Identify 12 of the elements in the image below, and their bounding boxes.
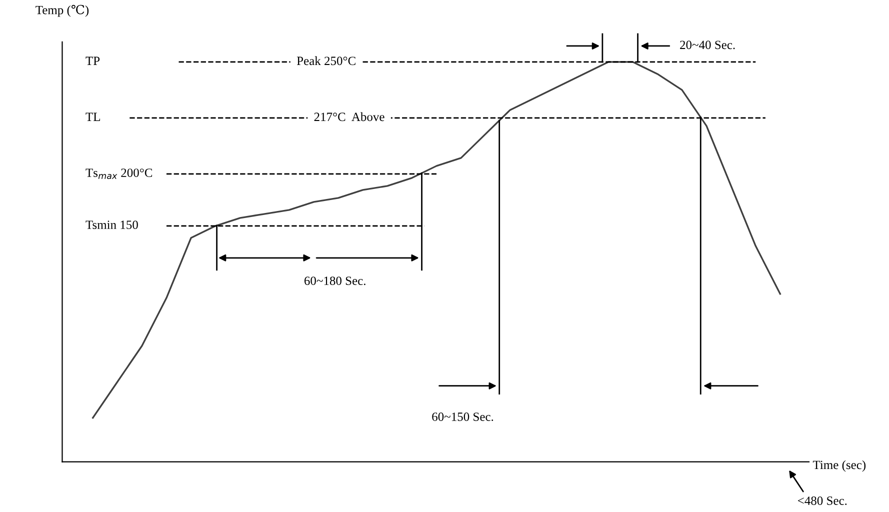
annotation: TP [86, 56, 100, 65]
annotation: 60~150 Sec. [432, 412, 494, 422]
text: 20~40 Sec. [680, 40, 735, 50]
y-axis-title: Temp (℃) [36, 4, 89, 17]
annotation: 60~180 Sec. [304, 276, 366, 286]
ref-line-label: Peak 250°C [296, 56, 356, 66]
ref-line-label: 217°C Above [314, 112, 384, 122]
ref-line-label: Ts$_{max}$ 200°C [86, 168, 152, 180]
ref-line-label: Tsmin 150 [86, 220, 138, 230]
text: <480 Sec. [798, 496, 847, 505]
x-axis-title: Time (sec) [812, 460, 866, 472]
annotation: TL [86, 112, 100, 121]
